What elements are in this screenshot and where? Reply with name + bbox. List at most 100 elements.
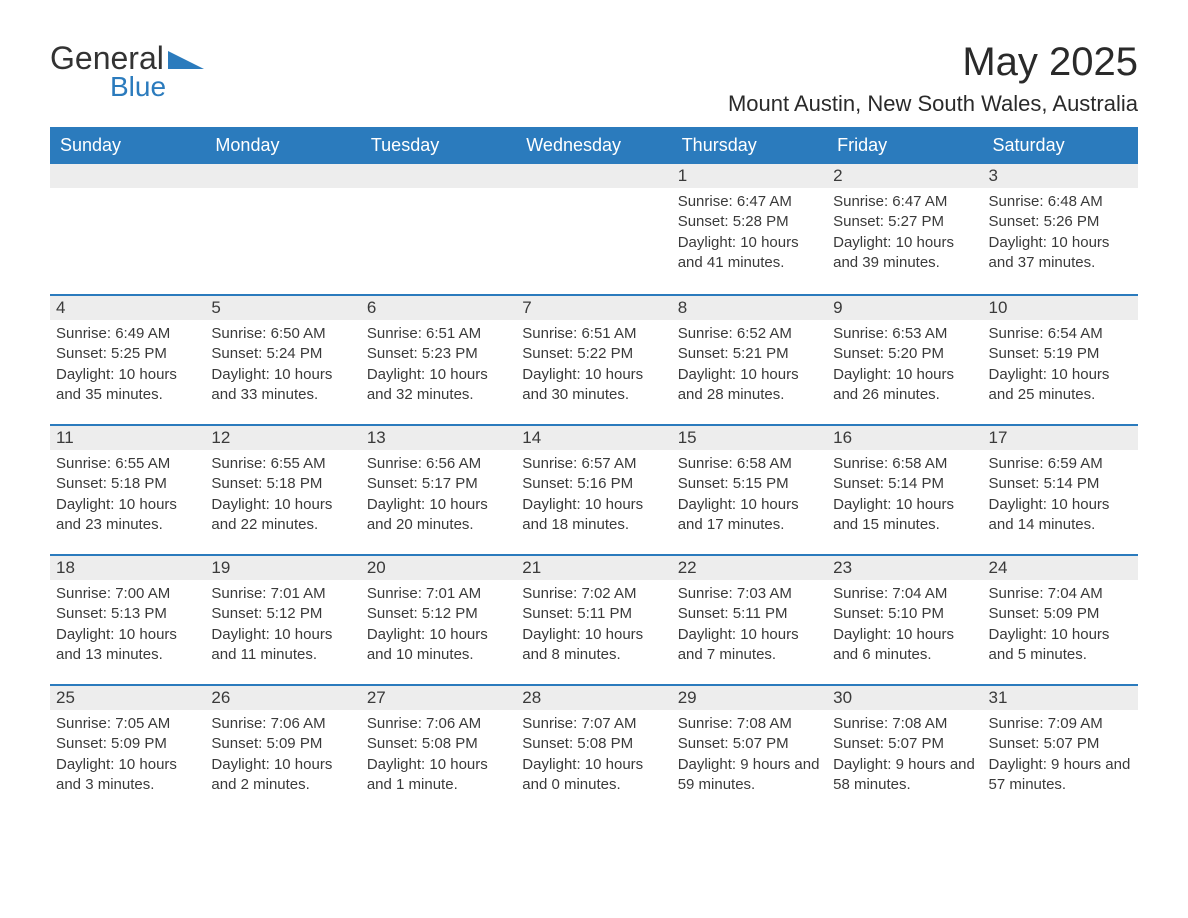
sunrise-line: Sunrise: 6:48 AM — [989, 192, 1132, 212]
daylight-line: Daylight: 9 hours and 57 minutes. — [989, 755, 1132, 796]
day-details: Sunrise: 6:52 AMSunset: 5:21 PMDaylight:… — [672, 320, 827, 415]
calendar-day-cell: 24Sunrise: 7:04 AMSunset: 5:09 PMDayligh… — [983, 554, 1138, 684]
daylight-line: Daylight: 10 hours and 37 minutes. — [989, 233, 1132, 274]
calendar-week-row: 18Sunrise: 7:00 AMSunset: 5:13 PMDayligh… — [50, 554, 1138, 684]
logo: General Blue — [50, 40, 204, 103]
sunset-line: Sunset: 5:09 PM — [211, 734, 354, 754]
day-number: 1 — [672, 164, 827, 188]
sunset-line: Sunset: 5:21 PM — [678, 344, 821, 364]
calendar-body: 1Sunrise: 6:47 AMSunset: 5:28 PMDaylight… — [50, 164, 1138, 814]
day-details: Sunrise: 7:08 AMSunset: 5:07 PMDaylight:… — [672, 710, 827, 805]
day-number: 15 — [672, 424, 827, 450]
daylight-line: Daylight: 10 hours and 1 minute. — [367, 755, 510, 796]
day-number: 13 — [361, 424, 516, 450]
day-details: Sunrise: 7:05 AMSunset: 5:09 PMDaylight:… — [50, 710, 205, 805]
day-details: Sunrise: 7:07 AMSunset: 5:08 PMDaylight:… — [516, 710, 671, 805]
day-details: Sunrise: 6:59 AMSunset: 5:14 PMDaylight:… — [983, 450, 1138, 545]
day-number: 7 — [516, 294, 671, 320]
daylight-line: Daylight: 10 hours and 20 minutes. — [367, 495, 510, 536]
sunrise-line: Sunrise: 7:05 AM — [56, 714, 199, 734]
daylight-line: Daylight: 10 hours and 3 minutes. — [56, 755, 199, 796]
sunset-line: Sunset: 5:14 PM — [989, 474, 1132, 494]
daylight-line: Daylight: 10 hours and 25 minutes. — [989, 365, 1132, 406]
daylight-line: Daylight: 10 hours and 5 minutes. — [989, 625, 1132, 666]
day-number: 6 — [361, 294, 516, 320]
sunset-line: Sunset: 5:07 PM — [678, 734, 821, 754]
sunrise-line: Sunrise: 6:51 AM — [367, 324, 510, 344]
day-details: Sunrise: 6:55 AMSunset: 5:18 PMDaylight:… — [50, 450, 205, 545]
daylight-line: Daylight: 9 hours and 59 minutes. — [678, 755, 821, 796]
day-details: Sunrise: 6:55 AMSunset: 5:18 PMDaylight:… — [205, 450, 360, 545]
day-number: 20 — [361, 554, 516, 580]
sunset-line: Sunset: 5:07 PM — [989, 734, 1132, 754]
weekday-header: Sunday — [50, 127, 205, 164]
sunrise-line: Sunrise: 7:02 AM — [522, 584, 665, 604]
sunrise-line: Sunrise: 7:08 AM — [833, 714, 976, 734]
daylight-line: Daylight: 10 hours and 17 minutes. — [678, 495, 821, 536]
sunrise-line: Sunrise: 7:04 AM — [989, 584, 1132, 604]
header: General Blue May 2025 Mount Austin, New … — [50, 40, 1138, 117]
calendar-empty-cell — [516, 164, 671, 294]
calendar-day-cell: 31Sunrise: 7:09 AMSunset: 5:07 PMDayligh… — [983, 684, 1138, 814]
daylight-line: Daylight: 10 hours and 11 minutes. — [211, 625, 354, 666]
sunrise-line: Sunrise: 7:07 AM — [522, 714, 665, 734]
daylight-line: Daylight: 10 hours and 14 minutes. — [989, 495, 1132, 536]
sunrise-line: Sunrise: 7:00 AM — [56, 584, 199, 604]
calendar-day-cell: 14Sunrise: 6:57 AMSunset: 5:16 PMDayligh… — [516, 424, 671, 554]
sunset-line: Sunset: 5:24 PM — [211, 344, 354, 364]
sunrise-line: Sunrise: 6:52 AM — [678, 324, 821, 344]
calendar-day-cell: 25Sunrise: 7:05 AMSunset: 5:09 PMDayligh… — [50, 684, 205, 814]
sunrise-line: Sunrise: 7:04 AM — [833, 584, 976, 604]
day-number: 12 — [205, 424, 360, 450]
day-details: Sunrise: 6:58 AMSunset: 5:15 PMDaylight:… — [672, 450, 827, 545]
day-details: Sunrise: 6:47 AMSunset: 5:27 PMDaylight:… — [827, 188, 982, 283]
daylight-line: Daylight: 10 hours and 32 minutes. — [367, 365, 510, 406]
weekday-header: Monday — [205, 127, 360, 164]
calendar-day-cell: 7Sunrise: 6:51 AMSunset: 5:22 PMDaylight… — [516, 294, 671, 424]
sunset-line: Sunset: 5:22 PM — [522, 344, 665, 364]
sunset-line: Sunset: 5:20 PM — [833, 344, 976, 364]
calendar-week-row: 25Sunrise: 7:05 AMSunset: 5:09 PMDayligh… — [50, 684, 1138, 814]
sunset-line: Sunset: 5:09 PM — [56, 734, 199, 754]
sunrise-line: Sunrise: 6:58 AM — [678, 454, 821, 474]
day-number: 11 — [50, 424, 205, 450]
sunrise-line: Sunrise: 6:54 AM — [989, 324, 1132, 344]
sunrise-line: Sunrise: 6:56 AM — [367, 454, 510, 474]
calendar-day-cell: 12Sunrise: 6:55 AMSunset: 5:18 PMDayligh… — [205, 424, 360, 554]
daylight-line: Daylight: 10 hours and 41 minutes. — [678, 233, 821, 274]
calendar-day-cell: 9Sunrise: 6:53 AMSunset: 5:20 PMDaylight… — [827, 294, 982, 424]
sunset-line: Sunset: 5:18 PM — [211, 474, 354, 494]
day-number — [50, 164, 205, 188]
calendar-day-cell: 4Sunrise: 6:49 AMSunset: 5:25 PMDaylight… — [50, 294, 205, 424]
day-details: Sunrise: 7:06 AMSunset: 5:09 PMDaylight:… — [205, 710, 360, 805]
sunset-line: Sunset: 5:28 PM — [678, 212, 821, 232]
calendar-day-cell: 22Sunrise: 7:03 AMSunset: 5:11 PMDayligh… — [672, 554, 827, 684]
calendar-day-cell: 2Sunrise: 6:47 AMSunset: 5:27 PMDaylight… — [827, 164, 982, 294]
daylight-line: Daylight: 10 hours and 23 minutes. — [56, 495, 199, 536]
day-number: 17 — [983, 424, 1138, 450]
calendar-day-cell: 19Sunrise: 7:01 AMSunset: 5:12 PMDayligh… — [205, 554, 360, 684]
location-text: Mount Austin, New South Wales, Australia — [728, 91, 1138, 117]
weekday-header-row: SundayMondayTuesdayWednesdayThursdayFrid… — [50, 127, 1138, 164]
calendar-day-cell: 10Sunrise: 6:54 AMSunset: 5:19 PMDayligh… — [983, 294, 1138, 424]
sunset-line: Sunset: 5:08 PM — [367, 734, 510, 754]
day-details: Sunrise: 7:01 AMSunset: 5:12 PMDaylight:… — [361, 580, 516, 675]
day-number: 3 — [983, 164, 1138, 188]
daylight-line: Daylight: 10 hours and 18 minutes. — [522, 495, 665, 536]
daylight-line: Daylight: 10 hours and 0 minutes. — [522, 755, 665, 796]
calendar-day-cell: 15Sunrise: 6:58 AMSunset: 5:15 PMDayligh… — [672, 424, 827, 554]
calendar-day-cell: 28Sunrise: 7:07 AMSunset: 5:08 PMDayligh… — [516, 684, 671, 814]
sunset-line: Sunset: 5:09 PM — [989, 604, 1132, 624]
day-details: Sunrise: 7:03 AMSunset: 5:11 PMDaylight:… — [672, 580, 827, 675]
daylight-line: Daylight: 10 hours and 8 minutes. — [522, 625, 665, 666]
daylight-line: Daylight: 10 hours and 22 minutes. — [211, 495, 354, 536]
day-number: 23 — [827, 554, 982, 580]
calendar-day-cell: 1 Sunrise: 6:47 AMSunset: 5:28 PMDaylight… — [672, 164, 827, 294]
sunset-line: Sunset: 5:23 PM — [367, 344, 510, 364]
daylight-line: Daylight: 10 hours and 10 minutes. — [367, 625, 510, 666]
sunset-line: Sunset: 5:14 PM — [833, 474, 976, 494]
sunrise-line: Sunrise: 6:51 AM — [522, 324, 665, 344]
daylight-line: Daylight: 10 hours and 39 minutes. — [833, 233, 976, 274]
calendar-day-cell: 29Sunrise: 7:08 AMSunset: 5:07 PMDayligh… — [672, 684, 827, 814]
sunrise-line: Sunrise: 6:47 AM — [678, 192, 821, 212]
